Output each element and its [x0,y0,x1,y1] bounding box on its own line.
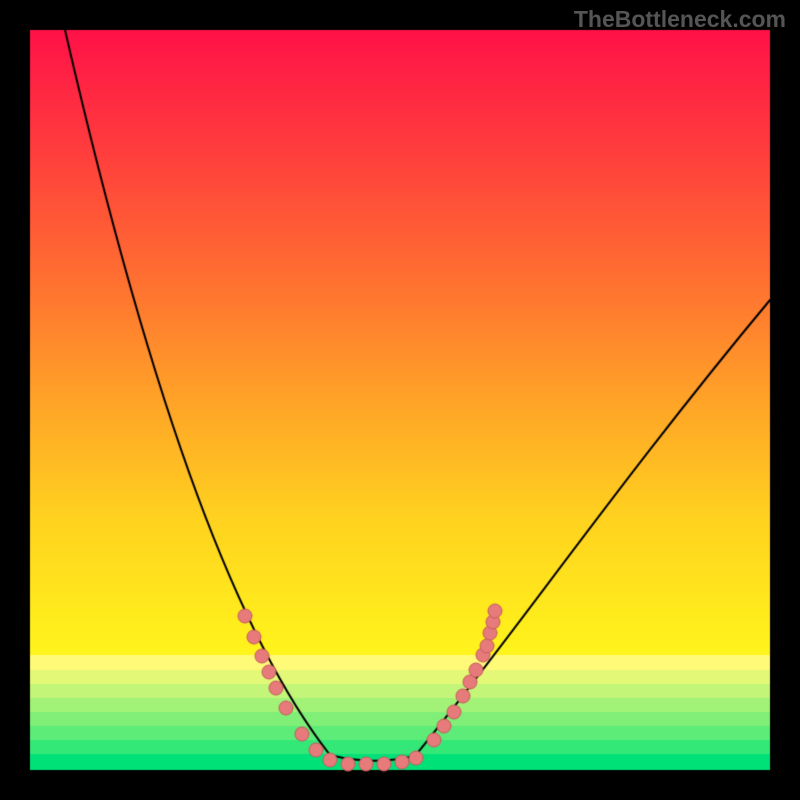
chart-container: TheBottleneck.com [0,0,800,800]
chart-canvas [0,0,800,800]
watermark-label: TheBottleneck.com [574,6,786,33]
